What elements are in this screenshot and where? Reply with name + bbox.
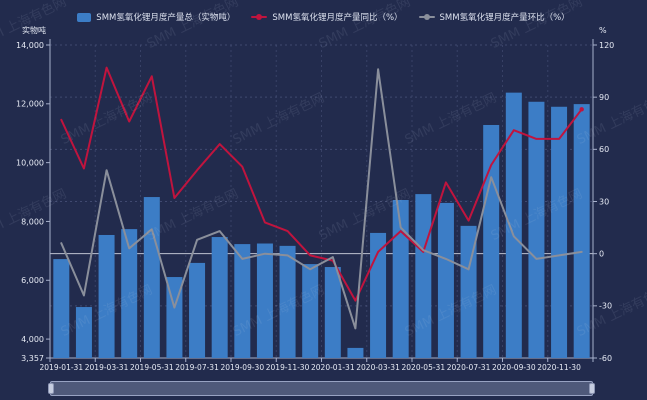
bar-series-swatch [77, 12, 92, 22]
x-label-2019-01-31: 2019-01-31 [40, 363, 84, 372]
bar-2020-07-31[interactable] [460, 225, 477, 358]
x-label-2020-07-31: 2020-07-31 [447, 363, 491, 372]
bar-2019-05-31[interactable] [143, 197, 160, 358]
x-label-2019-03-31: 2019-03-31 [85, 363, 129, 372]
bar-2020-03-31[interactable] [370, 232, 387, 358]
x-label-2020-03-31: 2020-03-31 [356, 363, 400, 372]
x-label-2020-09-30: 2020-09-30 [492, 363, 536, 372]
bar-2020-05-31[interactable] [415, 194, 432, 358]
left-tick-label: 4,000 [21, 335, 44, 344]
left-tick-label: 8,000 [21, 217, 44, 226]
left-tick-label: 6,000 [21, 276, 44, 285]
legend-item-production-total[interactable]: SMM氢氧化锂月度产量总（实物吨） [77, 11, 235, 23]
legend-label-yoy: SMM氢氧化锂月度产量同比（%） [272, 13, 403, 23]
bar-2019-04-30[interactable] [121, 229, 138, 358]
datazoom-slider[interactable] [48, 381, 595, 396]
x-label-2019-07-31: 2019-07-31 [175, 363, 219, 372]
bar-2019-03-31[interactable] [98, 234, 115, 358]
bar-2020-04-30[interactable] [392, 199, 409, 358]
right-tick-label: -60 [599, 354, 612, 363]
bar-2020-06-30[interactable] [437, 202, 454, 358]
bar-2020-11-30[interactable] [551, 106, 568, 358]
bar-2019-07-31[interactable] [189, 262, 206, 358]
datazoom-right-handle[interactable] [589, 383, 595, 394]
right-tick-label: 90 [599, 93, 609, 102]
x-label-2019-05-31: 2019-05-31 [130, 363, 174, 372]
legend-item-yoy[interactable]: SMM氢氧化锂月度产量同比（%） [251, 11, 403, 23]
bar-2019-11-30[interactable] [279, 245, 296, 358]
right-tick-label: 0 [599, 249, 604, 258]
bar-2019-12-31[interactable] [302, 264, 319, 358]
datazoom-left-handle[interactable] [48, 383, 54, 394]
chart-legend: SMM氢氧化锂月度产量总（实物吨） SMM氢氧化锂月度产量同比（%） SMM氢氧… [0, 9, 647, 25]
right-tick-label: 120 [599, 41, 614, 50]
yoy-line-swatch [251, 13, 268, 22]
bar-2019-10-31[interactable] [256, 243, 273, 358]
right-tick-label: -30 [599, 302, 612, 311]
bar-2020-09-30[interactable] [505, 92, 522, 358]
bar-2020-02-29[interactable] [347, 347, 364, 358]
bar-2019-01-31[interactable] [53, 259, 70, 358]
bar-2019-02-28[interactable] [75, 307, 92, 358]
mom-line-series [60, 68, 583, 330]
x-label-2020-05-31: 2020-05-31 [402, 363, 446, 372]
left-tick-label: 10,000 [16, 158, 44, 167]
right-axis-name: % [599, 26, 607, 35]
x-label-2020-11-30: 2020-11-30 [537, 363, 581, 372]
x-label-2019-11-30: 2019-11-30 [266, 363, 310, 372]
yoy-end-point [579, 107, 584, 112]
bar-2020-10-31[interactable] [528, 101, 545, 358]
mom-line-swatch [418, 13, 435, 22]
left-tick-label: 3,357 [21, 354, 44, 363]
legend-item-mom[interactable]: SMM氢氧化锂月度产量环比（%） [418, 11, 570, 23]
right-tick-label: 60 [599, 145, 609, 154]
legend-label-mom: SMM氢氧化锂月度产量环比（%） [439, 13, 570, 23]
left-tick-label: 14,000 [16, 41, 44, 50]
bar-2020-12-31[interactable] [573, 104, 590, 358]
right-tick-label: 30 [599, 197, 609, 206]
bar-2019-08-31[interactable] [211, 237, 228, 358]
x-label-2019-09-30: 2019-09-30 [221, 363, 265, 372]
left-tick-label: 12,000 [16, 100, 44, 109]
left-axis-name: 实物吨 [22, 25, 46, 35]
legend-label-production-total: SMM氢氧化锂月度产量总（实物吨） [96, 13, 236, 23]
x-label-2020-01-31: 2020-01-31 [311, 363, 355, 372]
bar-2020-08-31[interactable] [483, 124, 500, 358]
bar-2020-01-31[interactable] [324, 267, 341, 358]
bar-2019-09-30[interactable] [234, 244, 251, 358]
yoy-line-series [60, 66, 583, 302]
